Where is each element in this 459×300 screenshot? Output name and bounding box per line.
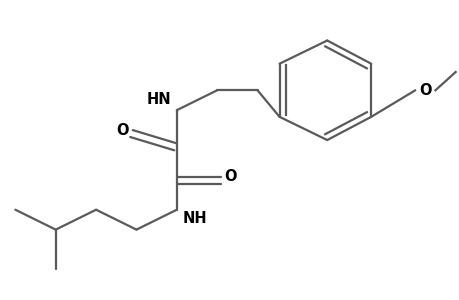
Text: NH: NH bbox=[182, 212, 207, 226]
Text: O: O bbox=[224, 169, 236, 184]
Text: HN: HN bbox=[146, 92, 171, 107]
Text: O: O bbox=[116, 123, 129, 138]
Text: O: O bbox=[418, 83, 431, 98]
